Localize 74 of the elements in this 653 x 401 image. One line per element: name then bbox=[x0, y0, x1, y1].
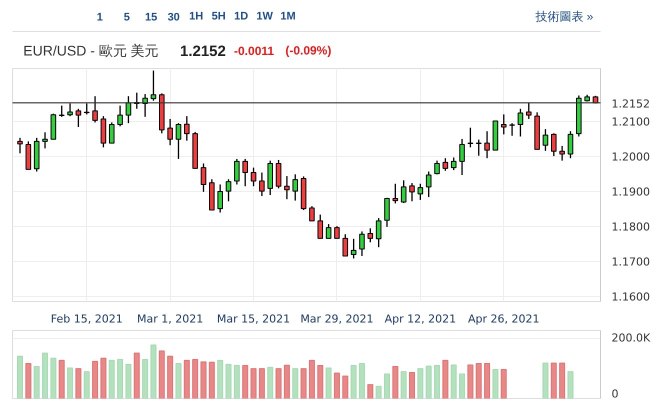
candlestick bbox=[568, 130, 574, 159]
candlestick bbox=[468, 127, 474, 148]
candlestick bbox=[217, 184, 223, 214]
ref-line-label: 1.2152 bbox=[612, 97, 650, 110]
y-tick-label: 1.1900 bbox=[612, 186, 650, 199]
y-tick-label: 1.2100 bbox=[612, 116, 650, 129]
candlestick bbox=[317, 214, 324, 240]
candlestick bbox=[559, 145, 565, 162]
x-tick-label: Mar 29, 2021 bbox=[300, 312, 374, 326]
text: 技術圖表 » bbox=[534, 10, 594, 24]
candlestick bbox=[284, 175, 290, 200]
y-tick-label: 0 bbox=[612, 388, 618, 400]
candlestick bbox=[342, 234, 348, 257]
candlestick bbox=[500, 114, 507, 136]
chart-subtitle: 1.2152 bbox=[180, 43, 226, 60]
candlestick bbox=[234, 158, 240, 186]
candlestick bbox=[276, 159, 282, 189]
candlestick bbox=[259, 172, 265, 197]
candlestick bbox=[359, 230, 365, 257]
x-tick-label: Apr 12, 2021 bbox=[384, 312, 456, 326]
y-tick-label: 1.1800 bbox=[612, 220, 650, 234]
candlestick bbox=[350, 238, 356, 260]
candlestick bbox=[384, 197, 390, 228]
candlestick bbox=[476, 138, 482, 156]
chart-title: EUR/USD - 歐元 美元 bbox=[23, 42, 159, 58]
x-tick-label: Mar 1, 2021 bbox=[137, 312, 204, 326]
candlestick bbox=[434, 160, 440, 175]
candlestick bbox=[442, 158, 448, 172]
y-tick-label: 1.1700 bbox=[612, 256, 650, 269]
candlestick bbox=[409, 182, 415, 202]
y-tick-label: 1.1600 bbox=[612, 290, 650, 304]
text: -0.0011 bbox=[234, 44, 274, 58]
candlestick bbox=[309, 206, 315, 222]
candlestick bbox=[17, 137, 23, 154]
candlestick bbox=[400, 180, 406, 204]
candlestick bbox=[334, 226, 340, 240]
candlestick bbox=[200, 162, 206, 192]
candlestick bbox=[450, 156, 456, 171]
candlestick bbox=[484, 130, 490, 159]
candlestick bbox=[242, 158, 248, 187]
candlestick bbox=[184, 116, 190, 142]
candlestick bbox=[426, 170, 432, 198]
candlestick bbox=[459, 138, 465, 176]
candlestick bbox=[176, 122, 182, 160]
candlestick bbox=[226, 178, 232, 202]
candlestick bbox=[42, 132, 48, 150]
candlestick bbox=[526, 102, 532, 120]
candlestick bbox=[418, 183, 424, 201]
text: 1 5 15 30 1H 5H 1D 1W 1M bbox=[96, 10, 296, 24]
candlestick bbox=[108, 122, 115, 144]
y-tick-label: 200.0K bbox=[612, 332, 651, 345]
candlestick bbox=[150, 70, 156, 102]
candlestick bbox=[392, 183, 398, 204]
candlestick bbox=[551, 132, 557, 157]
candlestick bbox=[126, 96, 132, 124]
candlestick bbox=[376, 217, 382, 248]
candlestick bbox=[518, 108, 524, 138]
y-tick-label: 1.2000 bbox=[612, 150, 650, 164]
candlestick bbox=[58, 104, 64, 118]
candlestick bbox=[368, 228, 374, 243]
x-tick-label: Mar 15, 2021 bbox=[216, 312, 290, 326]
candlestick bbox=[117, 104, 123, 127]
candlestick bbox=[326, 223, 332, 240]
x-tick-label: Feb 15, 2021 bbox=[50, 312, 123, 326]
candlestick bbox=[76, 108, 82, 128]
candlestick bbox=[167, 118, 173, 146]
candlestick bbox=[509, 122, 515, 136]
candlestick bbox=[67, 102, 73, 117]
text: (-0.09%) bbox=[285, 44, 332, 58]
candlestick bbox=[292, 174, 298, 202]
x-tick-label: Apr 26, 2021 bbox=[468, 312, 540, 326]
candlestick bbox=[250, 167, 256, 187]
candlestick bbox=[542, 128, 548, 152]
candlestick bbox=[92, 96, 98, 124]
